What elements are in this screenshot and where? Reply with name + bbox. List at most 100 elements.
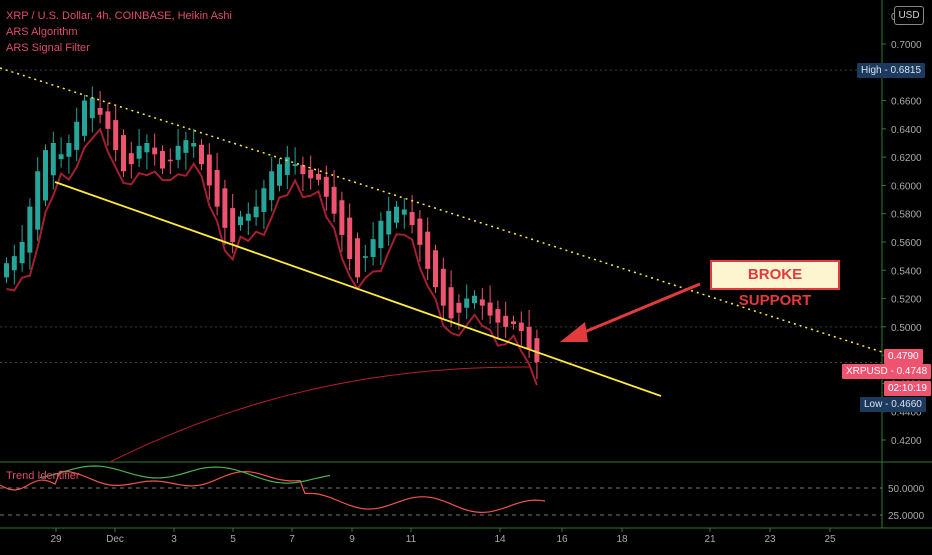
x-tick-label: 14 xyxy=(494,534,506,545)
x-tick-label: 25 xyxy=(824,534,836,545)
y-tick-label: 0.6400 xyxy=(891,125,922,136)
candle-body xyxy=(50,143,56,176)
candle-body xyxy=(511,321,516,325)
candle-body xyxy=(105,111,111,129)
symbol-price-tag: XRPUSD - 0.4748 xyxy=(842,364,932,379)
countdown-tag: 02:10:19 xyxy=(884,381,931,396)
y-tick-label: 0.5000 xyxy=(891,323,922,334)
candle-body xyxy=(433,250,438,288)
support-trendline xyxy=(54,181,662,397)
candle-body xyxy=(160,150,165,169)
y-tick-label: 0.7000 xyxy=(891,40,922,51)
candle-body xyxy=(394,206,399,223)
candle-body xyxy=(66,143,72,157)
candle-body xyxy=(175,145,181,160)
candle-body xyxy=(238,216,243,226)
candle-body xyxy=(417,218,423,245)
legend-indicator-ars-filter[interactable]: ARS Signal Filter xyxy=(6,42,90,54)
low-label: Low xyxy=(864,399,883,410)
trend-oscillator-bull-segment xyxy=(39,465,331,484)
broke-support-annotation[interactable]: BROKE SUPPORT xyxy=(710,260,840,309)
candle-body xyxy=(74,121,80,150)
y-tick-label: 0.6000 xyxy=(891,181,922,192)
y-tick-label: 0.4200 xyxy=(891,436,922,447)
candle-body xyxy=(136,145,142,159)
candle-body xyxy=(339,200,345,235)
candle-body xyxy=(128,153,134,165)
candle-body xyxy=(230,208,236,242)
x-tick-label: 5 xyxy=(230,534,236,545)
candle-body xyxy=(82,100,87,136)
candle-body xyxy=(495,309,501,323)
candle-body xyxy=(386,210,392,235)
candle-body xyxy=(479,299,485,306)
candle-body xyxy=(191,143,197,147)
candle-body xyxy=(526,326,532,350)
candle-body xyxy=(347,217,353,259)
legend-symbol[interactable]: XRP / U.S. Dollar, 4h, COINBASE, Heikin … xyxy=(6,10,232,22)
candle-body xyxy=(300,165,306,175)
oscillator-level-label: 50.0000 xyxy=(888,484,925,495)
low-price-tag: Low - 0.4660 xyxy=(860,397,926,412)
candle-body xyxy=(308,169,314,179)
oscillator-level-label: 25.0000 xyxy=(888,511,925,522)
candle-body xyxy=(355,238,360,278)
candle-body xyxy=(97,107,103,115)
candle-body xyxy=(152,147,158,155)
candle-body xyxy=(4,263,9,278)
candle-body xyxy=(378,220,384,249)
x-tick-label: 29 xyxy=(50,534,62,545)
ars-signal-line xyxy=(6,127,538,386)
x-tick-label: 11 xyxy=(406,534,417,545)
candle-body xyxy=(370,239,376,257)
candle-body xyxy=(144,143,150,153)
candle-body xyxy=(113,120,119,151)
candle-body xyxy=(425,231,431,269)
countdown-value: 02:10:19 xyxy=(888,383,927,394)
candle-body xyxy=(167,159,173,162)
candle-body xyxy=(518,322,524,332)
candle-body xyxy=(503,315,509,327)
candle-body xyxy=(245,213,251,221)
y-tick-label: 0.5600 xyxy=(891,238,922,249)
annotation-arrowhead xyxy=(560,322,588,342)
x-tick-label: 7 xyxy=(289,534,295,545)
candle-body xyxy=(277,164,282,186)
low-value: 0.4660 xyxy=(891,399,922,410)
candle-body xyxy=(199,144,204,165)
resistance-trendline xyxy=(0,67,883,353)
high-price-tag: High - 0.6815 xyxy=(857,63,926,78)
high-label: High xyxy=(861,65,882,76)
oscillator-title[interactable]: Trend Identifier xyxy=(6,470,80,482)
y-tick-label: 0.5400 xyxy=(891,266,922,277)
symbol-value: 0.4748 xyxy=(896,366,928,377)
candle-body xyxy=(43,150,48,201)
legend-indicator-ars-algorithm[interactable]: ARS Algorithm xyxy=(6,26,78,38)
candle-body xyxy=(440,268,446,306)
candle-body xyxy=(89,97,95,119)
candle-body xyxy=(11,256,17,271)
candle-body xyxy=(472,295,477,304)
candle-body xyxy=(19,242,25,264)
currency-button[interactable]: USD xyxy=(894,6,924,25)
symbol-label: XRPUSD xyxy=(846,366,888,377)
candle-body xyxy=(222,188,228,228)
candle-body xyxy=(464,298,470,308)
high-value: 0.6815 xyxy=(890,65,922,76)
trend-oscillator-line xyxy=(0,470,546,514)
candle-body xyxy=(456,302,462,313)
y-tick-label: 0.5800 xyxy=(891,210,922,221)
candle-body xyxy=(534,338,540,363)
candle-body xyxy=(253,206,259,218)
annotation-arrow xyxy=(569,282,701,340)
candle-body xyxy=(448,287,454,319)
y-tick-label: 0.5200 xyxy=(891,295,922,306)
candle-body xyxy=(292,164,298,167)
x-tick-label: 21 xyxy=(704,534,716,545)
candle-body xyxy=(261,188,267,212)
candle-body xyxy=(269,171,275,201)
current-price-tag: 0.4790 xyxy=(884,349,923,364)
current-price-value: 0.4790 xyxy=(888,351,919,362)
